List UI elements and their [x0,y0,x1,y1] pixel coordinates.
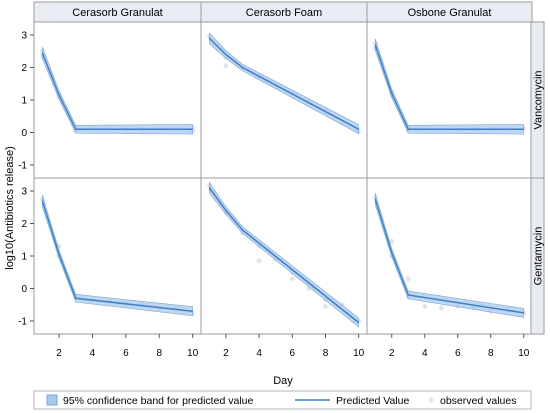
x-tick-label: 4 [256,348,262,359]
x-tick-label: 10 [187,348,199,359]
column-header: Osbone Granulat [408,7,492,19]
x-tick-label: 6 [123,348,129,359]
column-header-box [366,1,533,23]
y-tick-label: 3 [21,187,27,198]
legend-band-swatch [46,394,58,406]
row-header-box [530,177,545,335]
x-tick-label: 6 [290,348,296,359]
confidence-band [209,181,360,328]
x-tick-label: 2 [56,348,62,359]
y-tick-label: 0 [21,128,27,139]
panel-gentamycin-osbone-granulat [366,177,533,338]
observed-point [256,258,262,264]
x-tick-label: 4 [422,348,428,359]
axes-layer: Cerasorb Granulat Cerasorb Foam Osbone Gra… [33,1,545,359]
x-tick-label: 4 [90,348,96,359]
legend-marker-swatch [428,397,434,403]
legend-band-label: 95% confidence band for predicted value [63,395,253,407]
y-tick-label: 3 [21,31,27,42]
confidence-band [42,46,193,135]
y-tick-label: 1 [21,96,27,107]
panel-vancomycin-osbone-granulat [366,21,533,179]
x-tick-label: 6 [455,348,461,359]
y-tick-label: 0 [21,284,27,295]
predicted-line [374,198,524,314]
panel-gentamycin-cerasorb-granulat: -1 0 1 2 3 [18,177,202,338]
predicted-line [208,37,360,130]
predicted-line [208,187,360,324]
row-header: Gentamycin [533,227,545,286]
observed-point [389,238,395,244]
x-tick-label: 10 [518,348,530,359]
legend-frame [33,390,532,410]
observed-point [323,303,328,309]
y-tick-label: 2 [21,63,27,74]
observed-point [422,303,428,309]
panel-vancomycin-cerasorb-foam [200,21,368,179]
x-axis-label: Day [273,375,293,387]
y-tick-label: -1 [18,317,27,328]
observed-point [405,276,411,282]
legend-marker-label: observed values [440,395,516,407]
observed-point [289,276,295,282]
observed-point [223,63,229,69]
x-tick-label: 8 [488,348,494,359]
observed-point [438,305,444,311]
predicted-line [41,52,193,130]
panel-background [201,22,367,178]
y-axis-label: log10(Antibiotics release) [4,146,16,270]
predicted-line [374,44,524,130]
panel-background [367,22,532,178]
panel-gentamycin-cerasorb-foam [200,177,368,338]
confidence-band [374,38,525,135]
confidence-band [42,194,193,317]
legend-line-label: Predicted Value [336,395,410,407]
x-tick-label: 8 [323,348,329,359]
x-tick-label: 8 [156,348,162,359]
column-header: Cerasorb Foam [246,7,322,19]
confidence-band [374,193,525,318]
x-tick-label: 10 [353,348,365,359]
predicted-line [41,200,193,312]
x-tick-label: 2 [389,348,395,359]
column-header: Cerasorb Granulat [72,7,163,19]
y-tick-label: 1 [21,252,27,263]
y-tick-label: 2 [21,219,27,230]
row-header: Vancomycin [533,70,545,129]
y-tick-label: -1 [18,161,27,172]
legend: 95% confidence band for predicted value P… [33,390,532,410]
x-tick-label: 2 [223,348,229,359]
panels-layer: -1 0 1 2 3 -1 0 1 2 3 [18,21,533,338]
panel-vancomycin-cerasorb-granulat: -1 0 1 2 3 [18,21,202,179]
